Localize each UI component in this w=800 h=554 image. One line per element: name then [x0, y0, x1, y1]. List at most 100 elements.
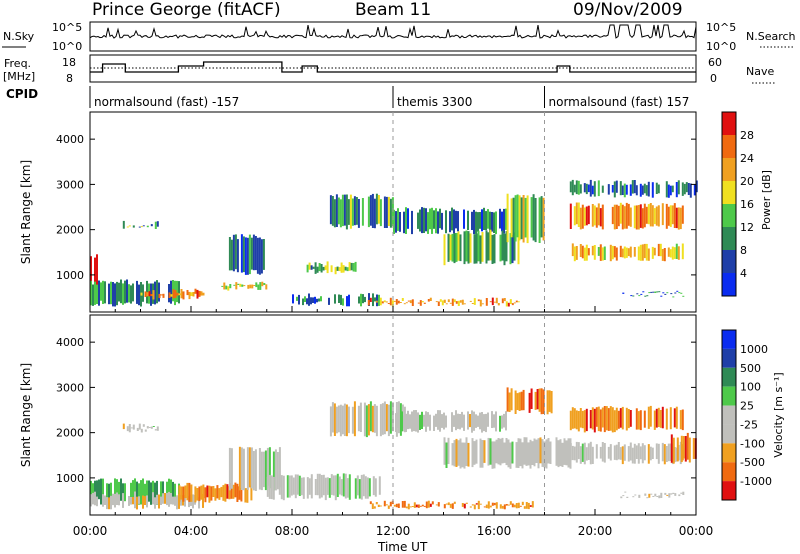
- power-cell: [463, 303, 466, 305]
- beam-title: Beam 11: [355, 0, 431, 20]
- cpid-label: CPID: [6, 87, 38, 101]
- velocity-cell: [692, 438, 695, 459]
- power-cell: [330, 265, 333, 273]
- velocity-cell: [381, 403, 384, 435]
- velocity-cell: [635, 408, 638, 430]
- velocity-cell: [465, 437, 468, 466]
- power-cell: [387, 303, 390, 304]
- velocity-cell: [98, 479, 100, 500]
- power-cell: [200, 291, 203, 296]
- nave-tick-bottom: 0: [710, 72, 717, 85]
- velocity-band: [569, 441, 684, 465]
- velocity-cell: [359, 402, 362, 432]
- velocity-cell: [499, 415, 501, 432]
- power-cell: [622, 292, 625, 294]
- power-cell: [118, 282, 120, 302]
- velocity-cell: [489, 438, 492, 465]
- power-cell: [571, 243, 574, 257]
- velocity-cell: [198, 497, 200, 509]
- velocity-cell: [619, 408, 622, 428]
- power-cell: [463, 209, 465, 229]
- power-cell: [664, 293, 667, 295]
- power-cell: [654, 291, 657, 293]
- velocity-cell: [338, 476, 341, 495]
- velocity-cell: [405, 506, 408, 509]
- velocity-cell: [681, 409, 684, 431]
- nsearch-label: N.Search: [746, 30, 796, 43]
- velocity-cell: [130, 427, 133, 429]
- velocity-cell: [670, 493, 673, 495]
- velocity-cell: [391, 402, 394, 432]
- power-cell: [439, 299, 442, 302]
- power-cell: [679, 207, 682, 230]
- power-cell: [651, 182, 654, 198]
- power-cell: [581, 204, 584, 229]
- velocity-cell: [617, 442, 620, 460]
- power-cell: [493, 301, 496, 303]
- power-cell: [320, 264, 323, 273]
- power-cell: [451, 298, 454, 306]
- velocity-band: [506, 387, 553, 415]
- power-cell: [475, 211, 477, 234]
- power-cell: [589, 179, 592, 197]
- power-cell: [310, 265, 313, 270]
- power-cell: [385, 196, 388, 228]
- power-colorbar-swatch: [722, 204, 736, 227]
- power-cell: [479, 235, 482, 264]
- power-cell: [573, 184, 576, 193]
- velocity-cell: [184, 485, 187, 499]
- power-band: [306, 261, 357, 275]
- velocity-cell: [294, 474, 297, 499]
- power-cell: [675, 207, 678, 229]
- power-cell: [661, 203, 664, 226]
- velocity-cell: [609, 406, 612, 431]
- power-cell: [677, 207, 680, 230]
- power-band: [569, 179, 698, 198]
- xaxis-tick-label: 12:00: [376, 524, 411, 538]
- velocity-cell: [250, 447, 253, 489]
- power-cell: [615, 180, 618, 193]
- velocity-cell: [643, 410, 646, 428]
- velocity-cell: [672, 437, 675, 464]
- power-cell: [334, 294, 336, 304]
- velocity-cell: [128, 424, 131, 433]
- power-cell: [423, 207, 425, 233]
- power-cell: [662, 292, 665, 294]
- power-cell: [150, 224, 153, 227]
- power-cell: [158, 293, 161, 299]
- velocity-cell: [637, 411, 640, 430]
- velocity-cell: [679, 410, 682, 430]
- power-cell: [467, 231, 470, 264]
- power-cell: [487, 209, 489, 229]
- velocity-cell: [372, 476, 375, 496]
- velocity-cell: [517, 502, 520, 509]
- velocity-cell: [144, 483, 146, 500]
- velocity-cell: [493, 502, 496, 506]
- power-cell: [658, 291, 661, 293]
- velocity-cell: [479, 438, 482, 468]
- freq-series-line: [90, 61, 696, 73]
- power-cell: [306, 264, 309, 273]
- velocity-cell: [615, 444, 618, 461]
- velocity-cell: [663, 444, 666, 465]
- velocity-cell: [146, 495, 148, 508]
- velocity-cell: [138, 496, 140, 504]
- power-cell: [575, 180, 578, 195]
- velocity-cell: [674, 493, 677, 496]
- velocity-cell: [617, 410, 620, 429]
- velocity-cell: [661, 406, 664, 429]
- velocity-cell: [306, 477, 309, 499]
- velocity-cell: [443, 412, 445, 430]
- velocity-cell: [118, 481, 120, 500]
- power-cell: [641, 185, 644, 195]
- power-cell: [491, 297, 494, 306]
- power-cell: [571, 179, 574, 196]
- power-cell: [168, 292, 171, 298]
- velocity-cell: [595, 444, 598, 459]
- power-cell: [640, 293, 643, 295]
- velocity-cell: [220, 486, 223, 498]
- velocity-cell: [441, 414, 443, 428]
- freq-label: Freq.: [4, 57, 31, 70]
- power-cell: [140, 226, 143, 228]
